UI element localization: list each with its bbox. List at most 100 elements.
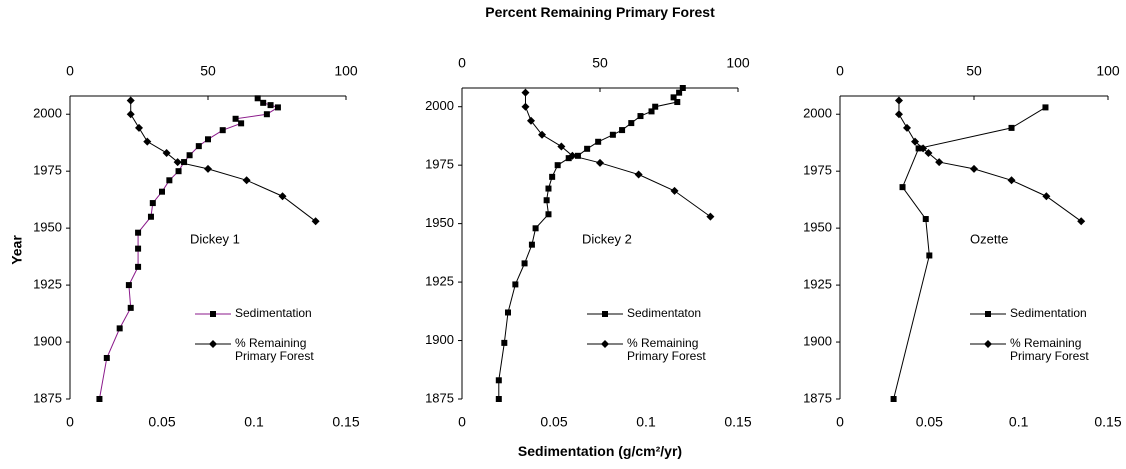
marker xyxy=(159,188,165,195)
marker xyxy=(1042,104,1049,111)
marker xyxy=(609,131,616,138)
marker xyxy=(911,137,920,146)
marker xyxy=(135,229,142,236)
marker xyxy=(238,120,245,127)
annotation: Dickey 1 xyxy=(190,231,240,246)
marker xyxy=(706,212,715,221)
marker xyxy=(505,309,511,316)
marker xyxy=(195,143,202,150)
marker xyxy=(596,158,604,167)
x2-tick-label: 100 xyxy=(334,63,358,79)
legend-marker xyxy=(984,340,992,348)
marker xyxy=(894,96,903,105)
marker xyxy=(565,155,572,162)
marker xyxy=(574,152,581,159)
marker xyxy=(670,94,677,101)
x2-tick-label: 50 xyxy=(966,63,982,79)
marker xyxy=(186,152,193,159)
marker xyxy=(254,95,261,102)
marker xyxy=(263,111,270,118)
marker xyxy=(267,102,274,109)
marker xyxy=(501,339,508,346)
marker xyxy=(278,192,287,201)
x-tick-label: 0.1 xyxy=(636,414,656,430)
x2-tick-label: 100 xyxy=(1096,63,1120,79)
marker xyxy=(1042,192,1051,201)
marker xyxy=(521,260,528,267)
marker xyxy=(538,130,547,139)
marker xyxy=(637,113,644,120)
marker xyxy=(521,88,530,97)
x-tick-label: 0.1 xyxy=(1009,414,1029,430)
x-tick-label: 0.05 xyxy=(916,414,943,430)
marker xyxy=(619,127,626,134)
marker xyxy=(628,120,635,127)
marker xyxy=(924,148,933,157)
x-tick-label: 0.15 xyxy=(724,414,751,430)
x2-tick-label: 50 xyxy=(200,63,216,79)
x2-tick-label: 100 xyxy=(726,55,750,71)
legend-label: % Remaining Primary Forest xyxy=(1010,336,1089,363)
x-tick-label: 0 xyxy=(66,414,74,430)
marker xyxy=(181,159,188,166)
y-tick-label: 2000 xyxy=(425,98,454,113)
marker xyxy=(143,137,152,146)
x2-tick-label: 50 xyxy=(592,55,608,71)
marker xyxy=(135,263,142,270)
marker xyxy=(1077,217,1086,226)
marker xyxy=(1008,124,1015,131)
x-tick-label: 0.05 xyxy=(540,414,567,430)
marker xyxy=(260,99,267,106)
y-tick-label: 1950 xyxy=(33,220,62,235)
marker xyxy=(903,123,911,132)
legend-label: Sedimentation xyxy=(1010,306,1087,320)
marker xyxy=(557,142,566,151)
marker xyxy=(135,245,142,252)
marker xyxy=(126,110,135,119)
marker xyxy=(135,123,143,132)
marker xyxy=(166,177,173,184)
marker xyxy=(311,217,320,226)
legend-marker xyxy=(985,311,991,317)
marker xyxy=(173,158,182,167)
marker xyxy=(162,148,171,157)
marker xyxy=(103,354,110,361)
marker xyxy=(204,164,212,173)
marker xyxy=(532,225,539,232)
marker xyxy=(674,99,681,106)
legend-marker xyxy=(210,311,216,317)
x2-tick-label: 0 xyxy=(458,55,466,71)
x2-axis-label: Percent Remaining Primary Forest xyxy=(485,4,715,20)
legend-marker xyxy=(602,311,608,317)
series-line xyxy=(524,92,711,218)
marker xyxy=(125,282,132,289)
marker xyxy=(527,116,535,125)
annotation: Dickey 2 xyxy=(582,231,632,246)
marker xyxy=(970,164,978,173)
x2-tick-label: 0 xyxy=(836,63,844,79)
legend-label: Sedimentaton xyxy=(627,306,702,320)
y-tick-label: 1875 xyxy=(33,390,62,405)
marker xyxy=(205,136,211,143)
marker xyxy=(919,144,928,153)
marker xyxy=(126,96,135,105)
marker xyxy=(521,102,530,111)
y-tick-label: 1900 xyxy=(33,333,62,348)
marker xyxy=(676,89,683,96)
marker xyxy=(545,211,552,218)
marker xyxy=(679,85,686,91)
marker xyxy=(1007,176,1016,185)
x-tick-label: 0.15 xyxy=(1094,414,1121,430)
marker xyxy=(890,396,897,402)
y-tick-label: 2000 xyxy=(803,106,832,121)
marker xyxy=(232,115,239,122)
marker xyxy=(242,176,251,185)
x-tick-label: 0.1 xyxy=(244,414,264,430)
marker xyxy=(528,241,535,248)
legend-marker xyxy=(601,340,609,348)
y-tick-label: 1900 xyxy=(803,333,832,348)
marker xyxy=(648,108,655,115)
marker xyxy=(554,162,561,169)
marker xyxy=(175,168,182,175)
